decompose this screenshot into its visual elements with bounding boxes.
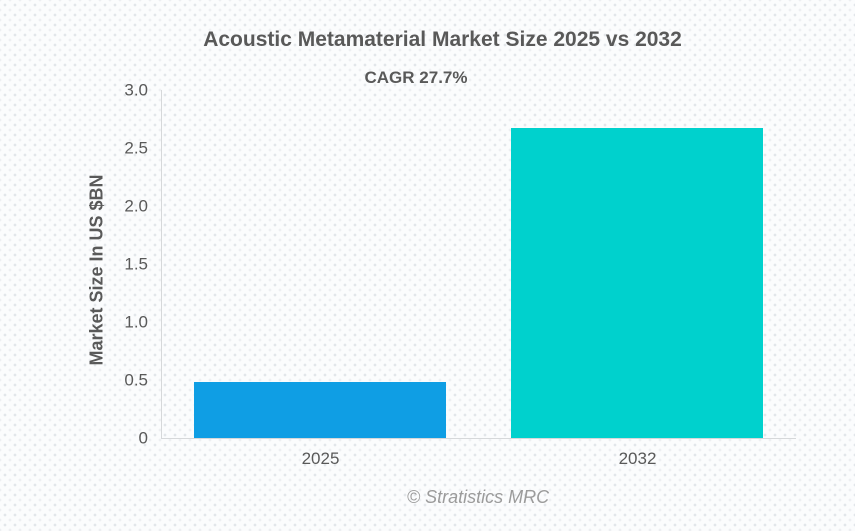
x-tick-label-2025: 2025 [301,449,340,468]
y-tick-label: 1.0 [124,312,148,332]
bar-2032 [511,128,764,438]
cagr-annotation: CAGR 27.7% [364,68,468,87]
y-tick-label: 2.0 [124,196,148,216]
plot-area: 0 0.5 1.0 1.5 2.0 2.5 3.0 2025 2032 [124,82,796,468]
y-tick-label: 2.5 [124,138,148,158]
y-tick-label: 1.5 [124,254,148,274]
y-tick-label: 0 [138,428,148,448]
x-tick-label-2032: 2032 [618,449,657,468]
source-watermark: © Stratistics MRC [406,487,550,507]
bar-2025 [194,382,447,438]
chart-title: Acoustic Metamaterial Market Size 2025 v… [203,28,682,51]
y-tick-label: 0.5 [124,370,148,390]
y-tick-label: 3.0 [124,80,148,100]
